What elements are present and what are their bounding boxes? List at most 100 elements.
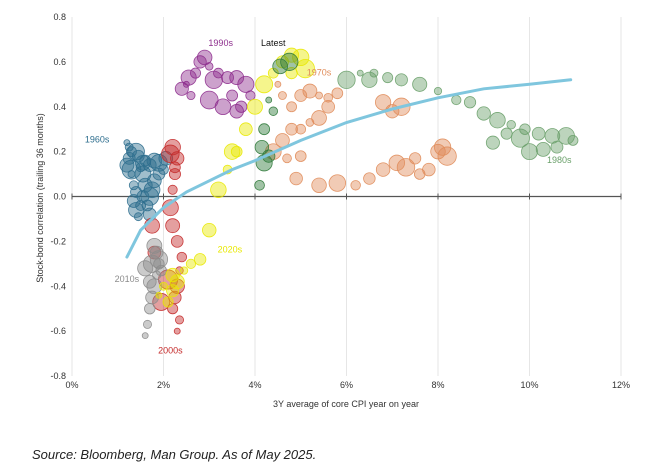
point-1970s	[305, 118, 315, 127]
point-2010s	[145, 290, 159, 305]
x-axis-title: 3Y average of core CPI year on year	[273, 399, 419, 409]
point-1970s	[409, 152, 422, 165]
point-1980s	[485, 135, 500, 150]
point-1970s	[323, 92, 334, 103]
point-1980s	[463, 96, 477, 109]
point-1970s	[433, 138, 452, 156]
y-tick-label: 0.0	[53, 192, 66, 202]
point-2020s	[193, 253, 207, 266]
point-2010s	[144, 302, 156, 315]
point-2020s	[159, 281, 168, 291]
point-2020s	[202, 222, 217, 238]
point-1980s	[531, 126, 546, 141]
point-1970s	[311, 110, 327, 126]
point-1980s	[506, 119, 516, 130]
point-2000s	[165, 218, 181, 234]
y-tick-label: -0.4	[50, 281, 66, 291]
point-1960s	[119, 157, 135, 173]
point-latest	[268, 106, 279, 116]
point-2020s	[155, 291, 163, 299]
point-1960s	[121, 159, 142, 180]
point-1970s	[295, 123, 307, 135]
point-1970s	[396, 158, 416, 177]
point-2010s	[142, 319, 152, 329]
point-1990s	[193, 55, 207, 69]
point-2020s	[223, 143, 241, 160]
point-1970s	[289, 171, 303, 186]
point-1990s	[226, 89, 239, 102]
point-1980s	[510, 128, 530, 148]
point-2020s	[210, 181, 227, 198]
point-1960s	[133, 212, 143, 222]
point-1970s	[388, 154, 406, 172]
point-1990s	[186, 91, 196, 101]
x-tick-label: 12%	[612, 380, 630, 390]
point-2010s	[146, 237, 163, 254]
point-2010s	[149, 250, 169, 269]
point-2020s	[185, 258, 197, 269]
y-tick-label: -0.2	[50, 236, 66, 246]
point-1980s	[433, 86, 443, 96]
point-1970s	[328, 174, 347, 192]
point-1970s	[294, 150, 307, 162]
point-2010s	[142, 254, 162, 273]
series-label-1960s: 1960s	[85, 135, 110, 145]
point-1970s	[422, 162, 436, 177]
point-2020s	[162, 296, 174, 308]
point-1980s	[451, 94, 462, 106]
point-2020s	[292, 48, 310, 66]
point-1990s	[237, 75, 255, 93]
point-1970s	[374, 94, 392, 111]
point-2020s	[295, 59, 315, 79]
point-latest	[258, 123, 271, 136]
point-1960s	[132, 149, 145, 163]
point-2000s	[175, 315, 185, 325]
point-1970s	[302, 83, 318, 99]
point-1980s	[550, 140, 564, 154]
x-tick-label: 10%	[520, 380, 538, 390]
point-1960s	[123, 139, 131, 147]
point-1980s	[361, 71, 378, 88]
point-1970s	[285, 122, 298, 136]
point-1990s	[199, 90, 219, 110]
point-1980s	[412, 76, 428, 92]
point-1970s	[331, 87, 344, 100]
series-label-1990s: 1990s	[208, 38, 233, 48]
series-label-latest: Latest	[261, 38, 286, 48]
point-1990s	[196, 49, 213, 66]
x-tick-label: 8%	[431, 380, 444, 390]
point-1980s	[567, 135, 579, 146]
point-1970s	[375, 162, 391, 177]
point-1980s	[500, 127, 513, 140]
point-2000s	[170, 235, 184, 248]
series-label-1970s: 1970s	[307, 67, 332, 77]
point-1980s	[369, 68, 379, 78]
point-2010s	[141, 332, 149, 340]
point-2020s	[179, 266, 189, 275]
point-1970s	[294, 89, 308, 102]
point-1990s	[229, 70, 245, 85]
point-1980s	[382, 72, 394, 84]
point-2020s	[165, 267, 180, 283]
point-1970s	[437, 146, 457, 166]
series-labels: 1960s 1970s 1980s 1990s 2000s 2010s 2020s Lates…	[85, 38, 572, 355]
stock-bond-correlation-chart: 0% 2% 4% 6% 8% 10% 12% 0.8 0.6 0.4 0.2 0.0 -0.2 -0.4 -…	[35, 12, 630, 409]
y-tick-label: -0.6	[50, 326, 66, 336]
point-1980s	[521, 143, 538, 161]
point-1970s	[282, 153, 292, 164]
point-latest	[254, 179, 265, 191]
point-1990s	[180, 69, 197, 86]
point-latest	[272, 58, 288, 75]
y-tick-label: 0.4	[53, 102, 66, 112]
point-1970s	[350, 180, 361, 191]
trend-curve	[125, 78, 573, 259]
point-1970s	[311, 177, 327, 193]
point-1960s	[134, 165, 152, 183]
point-2000s	[176, 251, 188, 263]
y-axis-title: Stock-bond correlation (trailing 36 mont…	[35, 113, 45, 283]
point-1970s	[274, 80, 282, 88]
point-1970s	[363, 172, 376, 185]
point-2000s	[168, 168, 181, 181]
y-tick-label: 0.8	[53, 12, 66, 22]
point-1970s	[278, 91, 287, 100]
